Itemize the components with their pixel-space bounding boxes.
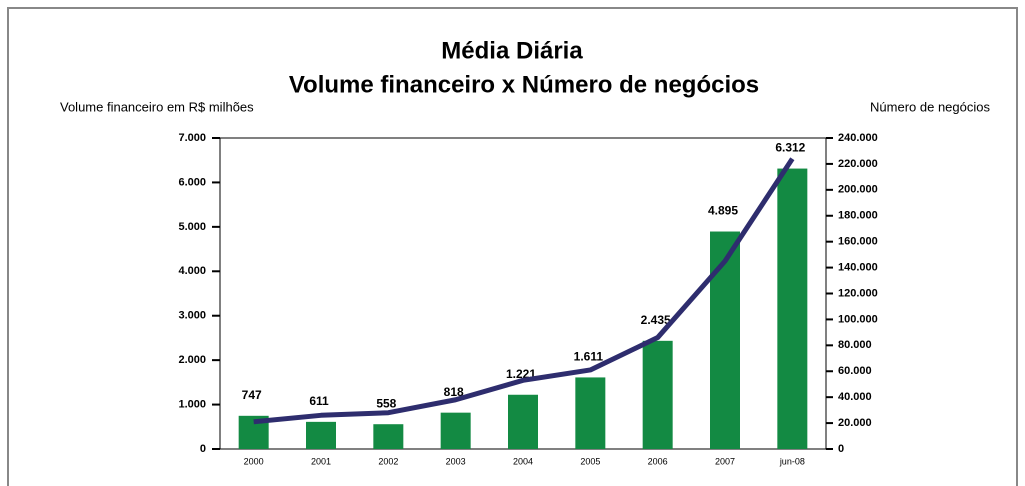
x-tick-label: 2004	[513, 456, 533, 466]
y-tick-label: 5.000	[178, 221, 206, 233]
data-label: 6.312	[775, 141, 805, 155]
bar	[373, 424, 404, 449]
y2-tick-label: 0	[838, 443, 844, 455]
y2-tick-label: 100.000	[838, 313, 878, 325]
x-tick-label: 2001	[311, 456, 331, 466]
y2-tick-label: 180.000	[838, 210, 878, 222]
data-label: 611	[309, 394, 329, 408]
data-label: 747	[242, 388, 262, 402]
y-tick-label: 7.000	[178, 132, 206, 144]
y2-tick-label: 60.000	[838, 365, 872, 377]
y2-tick-label: 120.000	[838, 287, 878, 299]
bar	[710, 231, 740, 449]
bar	[306, 421, 336, 449]
y2-tick-label: 200.000	[838, 184, 878, 196]
y2-tick-label: 220.000	[838, 158, 878, 170]
y2-tick-label: 40.000	[838, 391, 872, 403]
y2-tick-label: 80.000	[838, 339, 872, 351]
chart-title: Média Diária	[441, 37, 583, 64]
x-tick-label: jun-08	[779, 456, 805, 466]
line	[253, 157, 795, 425]
data-label: 2.435	[641, 313, 671, 327]
frame	[7, 7, 1018, 486]
x-tick-label: 2002	[378, 456, 398, 466]
y2-tick-label: 140.000	[838, 261, 878, 273]
y-tick-label: 0	[200, 443, 206, 455]
bar	[508, 394, 538, 449]
data-label: 1.611	[574, 350, 604, 364]
y-tick-label: 2.000	[178, 354, 206, 366]
x-tick-label: 2003	[446, 456, 466, 466]
chart-subtitle: Volume financeiro x Número de negócios	[289, 71, 759, 98]
y2-axis-label: Número de negócios	[870, 99, 990, 114]
bar	[440, 412, 471, 449]
x-tick-label: 2005	[580, 456, 600, 466]
y2-tick-label: 160.000	[838, 236, 878, 248]
y-tick-label: 4.000	[178, 265, 206, 277]
bar	[575, 377, 606, 449]
x-tick-label: 2000	[244, 456, 264, 466]
y-axis-label: Volume financeiro em R$ milhões	[60, 99, 254, 114]
x-tick-label: 2006	[648, 456, 668, 466]
y2-tick-label: 240.000	[838, 132, 878, 144]
y-tick-label: 3.000	[178, 310, 206, 322]
y2-tick-label: 20.000	[838, 417, 872, 429]
data-label: 818	[444, 385, 464, 399]
bar	[777, 168, 808, 449]
bar	[642, 340, 673, 449]
y-tick-label: 6.000	[178, 176, 206, 188]
y-tick-label: 1.000	[178, 398, 206, 410]
x-tick-label: 2007	[715, 456, 735, 466]
data-label: 4.895	[708, 204, 738, 218]
data-label: 558	[376, 396, 396, 410]
